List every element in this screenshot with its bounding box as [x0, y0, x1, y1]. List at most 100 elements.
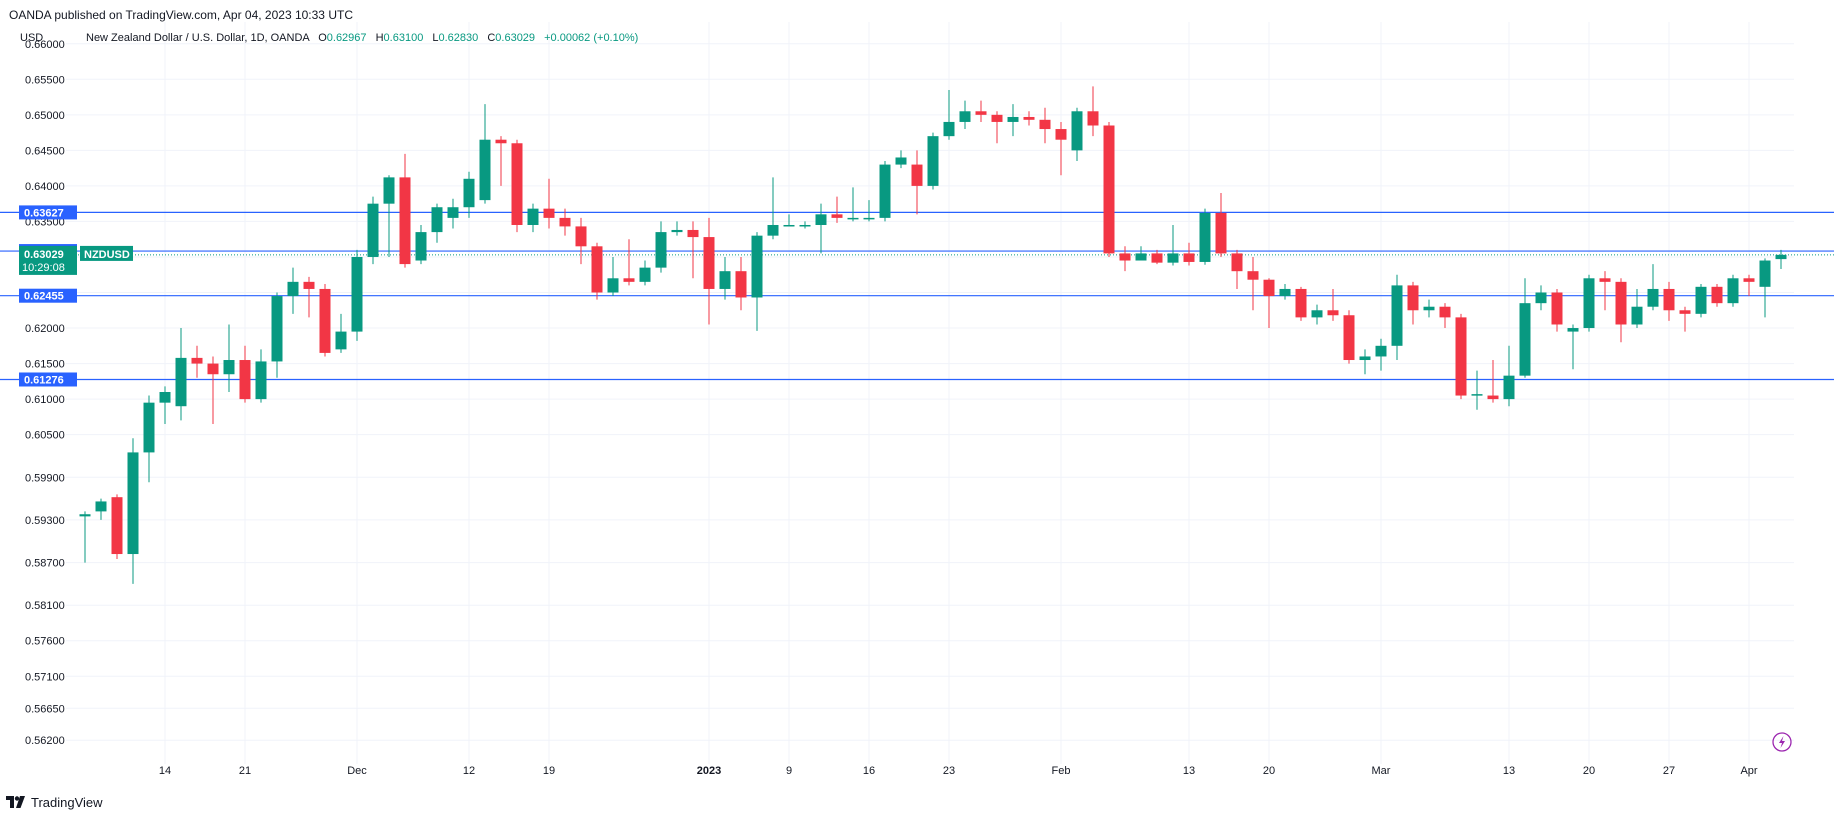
candle-body	[1631, 306, 1643, 325]
symbol-tag-text: NZDUSD	[84, 249, 130, 261]
candle-body	[1215, 212, 1227, 254]
candle-body	[79, 514, 91, 517]
candle-body	[1775, 254, 1787, 260]
x-tick-label: 13	[1183, 765, 1195, 777]
candle-body	[351, 256, 363, 332]
candle-body	[703, 237, 715, 289]
tradingview-logo-icon	[6, 796, 25, 808]
candle-body	[287, 281, 299, 297]
candle-body	[1295, 288, 1307, 318]
y-tick-label: 0.62000	[25, 323, 65, 335]
candle-body	[143, 402, 155, 453]
candle-body	[911, 164, 923, 186]
candle-body	[1551, 292, 1563, 325]
candle-body	[1343, 315, 1355, 361]
x-axis-labels: 14 21 Dec 12 19 2023 9 16 23 Feb 13 20 Mar 13 20 27 Apr	[159, 765, 1758, 777]
candle-body	[1311, 310, 1323, 318]
candle-body	[815, 214, 827, 225]
candle-body	[431, 207, 443, 233]
y-tick-label: 0.65500	[25, 74, 65, 86]
candle-body	[1567, 328, 1579, 332]
x-tick-label: 13	[1503, 765, 1515, 777]
candle-body	[1599, 278, 1611, 282]
candle-body	[223, 360, 235, 375]
candle-body	[1199, 212, 1211, 262]
candle-body	[127, 452, 139, 555]
x-tick-label: Apr	[1740, 765, 1757, 777]
candle-body	[719, 271, 731, 289]
candle-body	[655, 232, 667, 268]
candle-body	[1055, 129, 1067, 140]
candle-body	[895, 157, 907, 165]
currency-label: USD	[20, 32, 43, 44]
candle-body	[1615, 281, 1627, 325]
candle-body	[1359, 356, 1371, 361]
level-tag-text: 0.62455	[24, 291, 64, 303]
ohlc-legend: New Zealand Dollar / U.S. Dollar, 1D, OA…	[86, 32, 638, 44]
candle-body	[1759, 260, 1771, 287]
candle-body	[399, 177, 411, 265]
nzdusd-candlestick-chart[interactable]: USD New Zealand Dollar / U.S. Dollar, 1D…	[0, 22, 1834, 786]
candle-body	[1087, 111, 1099, 126]
low-value: 0.62830	[439, 32, 479, 44]
candle-body	[1023, 116, 1035, 120]
x-tick-label: 27	[1663, 765, 1675, 777]
price-tag-bg	[19, 245, 77, 275]
y-tick-label: 0.56200	[25, 735, 65, 747]
x-tick-label: 21	[239, 765, 251, 777]
candle-body	[463, 178, 475, 208]
candle-body	[1231, 253, 1243, 272]
candle-body	[1247, 271, 1259, 280]
x-tick-label: Feb	[1052, 765, 1071, 777]
candle-body	[1471, 394, 1483, 396]
tradingview-footer[interactable]: TradingView	[6, 792, 103, 812]
lightning-bolt-icon[interactable]	[1772, 732, 1792, 752]
y-axis-labels: 0.66000 0.65500 0.65000 0.64500 0.64000 0.635…	[25, 39, 65, 747]
candle-body	[959, 111, 971, 122]
change-value: +0.00062 (+0.10%)	[544, 32, 638, 44]
candle-body	[415, 232, 427, 261]
y-tick-label: 0.58700	[25, 558, 65, 570]
candle-body	[879, 164, 891, 218]
price-tag-countdown: 10:29:08	[22, 262, 65, 274]
y-tick-label: 0.61500	[25, 359, 65, 371]
candle-body	[1039, 119, 1051, 130]
y-tick-label: 0.65000	[25, 110, 65, 122]
candle-body	[1647, 288, 1659, 307]
candle-body	[111, 497, 123, 555]
candle-body	[1391, 285, 1403, 346]
candle-body	[1167, 253, 1179, 263]
y-tick-label: 0.64500	[25, 145, 65, 157]
symbol-tag-bg	[80, 245, 133, 261]
open-value: 0.62967	[327, 32, 367, 44]
candle-body	[783, 224, 795, 227]
candle-body	[1503, 375, 1515, 400]
x-tick-label: 20	[1263, 765, 1275, 777]
candle-body	[623, 278, 635, 282]
chart-legend: USD New Zealand Dollar / U.S. Dollar, 1D…	[20, 32, 638, 44]
y-tick-label: 0.59300	[25, 515, 65, 527]
candles-layer	[79, 86, 1787, 584]
level-tag-text: 0.61276	[24, 374, 64, 386]
candle-body	[495, 139, 507, 144]
candle-body	[1583, 278, 1595, 329]
candle-body	[671, 229, 683, 233]
candle-body	[367, 203, 379, 257]
candle-body	[159, 392, 171, 403]
y-tick-label: 0.59900	[25, 472, 65, 484]
candle-body	[687, 229, 699, 238]
candle-body	[1279, 288, 1291, 297]
candle-body	[543, 208, 555, 218]
candle-body	[1663, 288, 1675, 311]
candle-body	[1743, 278, 1755, 282]
candle-body	[1423, 306, 1435, 311]
y-tick-label: 0.63500	[25, 216, 65, 228]
candle-body	[1679, 310, 1691, 314]
candle-body	[239, 360, 251, 400]
candle-body	[1439, 306, 1451, 318]
candle-body	[975, 111, 987, 115]
candle-body	[751, 235, 763, 298]
published-by-line: OANDA published on TradingView.com, Apr …	[9, 8, 353, 22]
candle-body	[1375, 345, 1387, 357]
